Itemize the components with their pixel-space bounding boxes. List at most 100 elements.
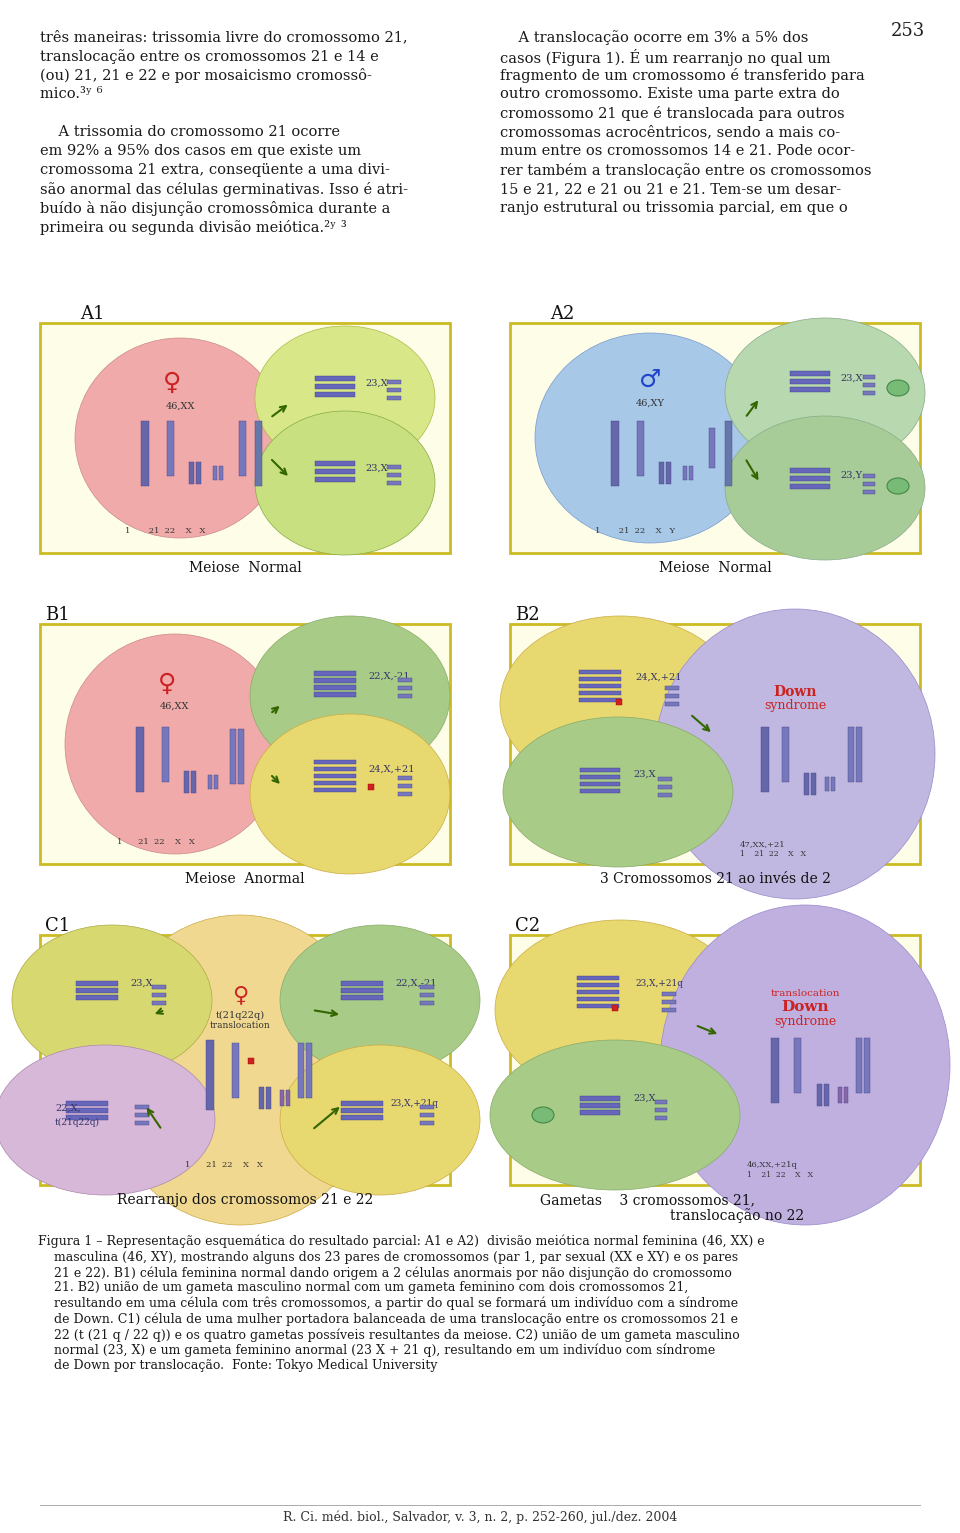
Text: Figura 1 – Representação esquemática do resultado parcial: A1 e A2)  divisão mei: Figura 1 – Representação esquemática do … [38, 1236, 764, 1248]
Bar [420, 993, 434, 996]
Bar [579, 698, 621, 702]
Bar [306, 1042, 312, 1098]
Text: Down: Down [773, 685, 817, 699]
Bar [790, 475, 830, 480]
Text: mico.³ʸ ⁶: mico.³ʸ ⁶ [40, 87, 103, 101]
Bar [577, 990, 619, 993]
Text: Meiose  Normal: Meiose Normal [659, 561, 772, 575]
Text: em 92% a 95% dos casos em que existe um: em 92% a 95% dos casos em que existe um [40, 144, 361, 158]
Bar [213, 466, 217, 480]
Bar [863, 481, 875, 486]
Text: 47,XX,+21: 47,XX,+21 [740, 840, 785, 848]
Bar [315, 383, 355, 388]
Bar [665, 702, 679, 707]
Text: 23,X,+21q: 23,X,+21q [635, 978, 683, 987]
Bar [510, 323, 920, 553]
Bar [254, 420, 261, 486]
Bar [844, 1087, 848, 1104]
Bar [341, 1114, 383, 1119]
Bar [579, 678, 621, 681]
Text: 23,X,+21q: 23,X,+21q [390, 1099, 438, 1107]
Bar [314, 774, 356, 779]
Ellipse shape [250, 714, 450, 874]
Bar [790, 468, 830, 472]
Text: mum entre os cromossomos 14 e 21. Pode ocor-: mum entre os cromossomos 14 e 21. Pode o… [500, 144, 855, 158]
Bar [398, 678, 412, 682]
Bar [398, 793, 412, 796]
Text: ranjo estrutural ou trissomia parcial, em que o: ranjo estrutural ou trissomia parcial, e… [500, 201, 848, 215]
Bar [230, 728, 236, 783]
Text: 1      21  22    X   X: 1 21 22 X X [117, 839, 195, 846]
Ellipse shape [0, 1046, 215, 1196]
Bar [658, 793, 672, 797]
Bar [135, 1105, 149, 1108]
Bar [66, 1101, 108, 1105]
Bar [838, 1087, 842, 1104]
Bar [136, 727, 144, 791]
Bar [76, 995, 118, 1000]
Bar [40, 323, 450, 553]
Bar [420, 1113, 434, 1118]
Bar [152, 986, 166, 989]
Bar [40, 624, 450, 865]
Bar [771, 1038, 779, 1102]
Text: C1: C1 [45, 917, 70, 935]
Bar [141, 420, 149, 486]
Bar [387, 481, 401, 484]
Bar [286, 1090, 290, 1105]
Bar [579, 670, 621, 675]
Bar [315, 477, 355, 481]
Bar [341, 987, 383, 992]
Bar [314, 685, 356, 690]
Bar [76, 981, 118, 986]
Bar [577, 983, 619, 987]
Ellipse shape [280, 1046, 480, 1196]
Bar [166, 420, 174, 475]
Bar [341, 981, 383, 986]
Bar [314, 678, 356, 684]
Text: (ou) 21, 21 e 22 e por mosaicismo cromossô-: (ou) 21, 21 e 22 e por mosaicismo cromos… [40, 67, 372, 83]
Bar [314, 671, 356, 676]
Bar [863, 474, 875, 478]
Text: A translocação ocorre em 3% a 5% dos: A translocação ocorre em 3% a 5% dos [500, 31, 808, 44]
Text: translocação no 22: translocação no 22 [670, 1208, 804, 1223]
Bar [665, 694, 679, 698]
Bar [658, 785, 672, 789]
Text: buído à não disjunção cromossômica durante a: buído à não disjunção cromossômica duran… [40, 201, 391, 216]
Bar [658, 777, 672, 780]
Ellipse shape [887, 380, 909, 396]
Bar [420, 1105, 434, 1108]
Bar [804, 773, 809, 796]
Bar [298, 1042, 304, 1098]
Bar [612, 1006, 618, 1010]
Text: 15 e 21, 22 e 21 ou 21 e 21. Tem-se um desar-: 15 e 21, 22 e 21 ou 21 e 21. Tem-se um d… [500, 182, 841, 196]
Text: A trissomia do cromossomo 21 ocorre: A trissomia do cromossomo 21 ocorre [40, 126, 340, 140]
Text: 23,X: 23,X [633, 1093, 656, 1102]
Bar [655, 1116, 667, 1121]
Bar [314, 788, 356, 793]
Bar [135, 1113, 149, 1118]
Bar [398, 694, 412, 698]
Text: 1    21  22    X   X: 1 21 22 X X [747, 1171, 813, 1179]
Text: A2: A2 [550, 305, 574, 323]
Bar [577, 996, 619, 1001]
Bar [387, 380, 401, 383]
Bar [266, 1087, 271, 1108]
Bar [781, 727, 788, 782]
Text: syndrome: syndrome [774, 1015, 836, 1027]
Text: de Down por translocação.  Fonte: Tokyo Medical University: de Down por translocação. Fonte: Tokyo M… [38, 1358, 438, 1372]
Bar [580, 768, 620, 771]
Text: 24,X,+21: 24,X,+21 [368, 765, 415, 774]
Bar [387, 388, 401, 392]
Bar [184, 771, 189, 793]
Bar [214, 776, 218, 789]
Ellipse shape [725, 317, 925, 468]
Text: ♀: ♀ [163, 371, 181, 396]
Text: 46,XX: 46,XX [160, 702, 190, 710]
Ellipse shape [65, 635, 285, 854]
Text: C2: C2 [515, 917, 540, 935]
Text: translocação entre os cromossomos 21 e 14 e: translocação entre os cromossomos 21 e 1… [40, 49, 379, 64]
Text: cromossoma 21 extra, conseqüente a uma divi-: cromossoma 21 extra, conseqüente a uma d… [40, 162, 390, 176]
Bar [666, 461, 671, 484]
Bar [856, 1038, 862, 1093]
